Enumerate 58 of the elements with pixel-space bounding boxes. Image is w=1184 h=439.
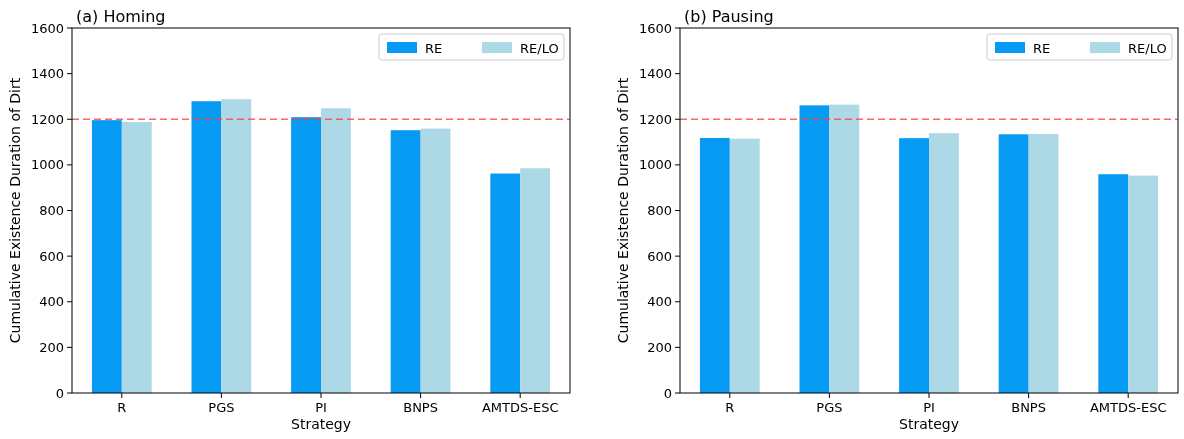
y-tick-label: 400 [39, 294, 64, 310]
bar [729, 138, 760, 393]
bar [899, 138, 929, 393]
y-tick-label: 600 [39, 248, 64, 264]
y-tick-label: 200 [647, 339, 672, 355]
x-tick-label: PGS [208, 400, 235, 415]
bar [420, 128, 451, 393]
bar [1128, 175, 1159, 393]
y-tick-label: 200 [39, 339, 64, 355]
bar [321, 108, 351, 393]
x-tick-label: AMTDS-ESC [481, 400, 559, 415]
bar [490, 173, 521, 393]
y-axis-title: Cumulative Existence Duration of Dirt [615, 77, 631, 344]
chart-title: (a) Homing [76, 7, 166, 26]
bar [291, 117, 321, 393]
y-tick-label: 1000 [638, 157, 672, 173]
y-tick-label: 800 [647, 203, 672, 219]
y-tick-label: 1000 [30, 157, 64, 173]
x-tick-label: R [725, 400, 735, 415]
y-tick-label: 1200 [30, 111, 64, 127]
bar [520, 168, 551, 393]
y-tick-label: 1600 [30, 20, 64, 36]
x-tick-label: PGS [816, 400, 843, 415]
bar [799, 105, 830, 393]
bar [121, 121, 152, 393]
bar [221, 99, 252, 393]
y-tick-label: 600 [647, 248, 672, 264]
x-axis-title: Strategy [899, 416, 959, 432]
y-axis-title: Cumulative Existence Duration of Dirt [7, 77, 23, 344]
y-tick-label: 0 [663, 385, 672, 401]
bar [191, 101, 222, 393]
bar [829, 104, 860, 393]
x-tick-label: AMTDS-ESC [1089, 400, 1167, 415]
y-tick-label: 1200 [638, 111, 672, 127]
x-axis-title: Strategy [291, 416, 351, 432]
y-tick-label: 1600 [638, 20, 672, 36]
legend-label: RE [1033, 40, 1051, 56]
bar [699, 137, 730, 393]
bar [91, 120, 122, 393]
y-tick-label: 1400 [30, 66, 64, 82]
bar [1098, 174, 1129, 393]
y-tick-label: 800 [39, 203, 64, 219]
bar [998, 134, 1029, 393]
bar [390, 130, 421, 393]
y-tick-label: 1400 [638, 66, 672, 82]
x-tick-label: R [117, 400, 127, 415]
legend-label: RE/LO [520, 40, 559, 56]
x-tick-label: BNPS [1011, 400, 1046, 415]
legend-label: RE/LO [1128, 40, 1167, 56]
x-tick-label: PI [315, 400, 327, 415]
x-tick-label: PI [923, 400, 935, 415]
chart-title: (b) Pausing [684, 7, 774, 26]
bar [929, 133, 959, 393]
x-tick-label: BNPS [403, 400, 438, 415]
y-tick-label: 0 [55, 385, 64, 401]
bar [1028, 133, 1059, 393]
y-tick-label: 400 [647, 294, 672, 310]
legend-label: RE [425, 40, 443, 56]
